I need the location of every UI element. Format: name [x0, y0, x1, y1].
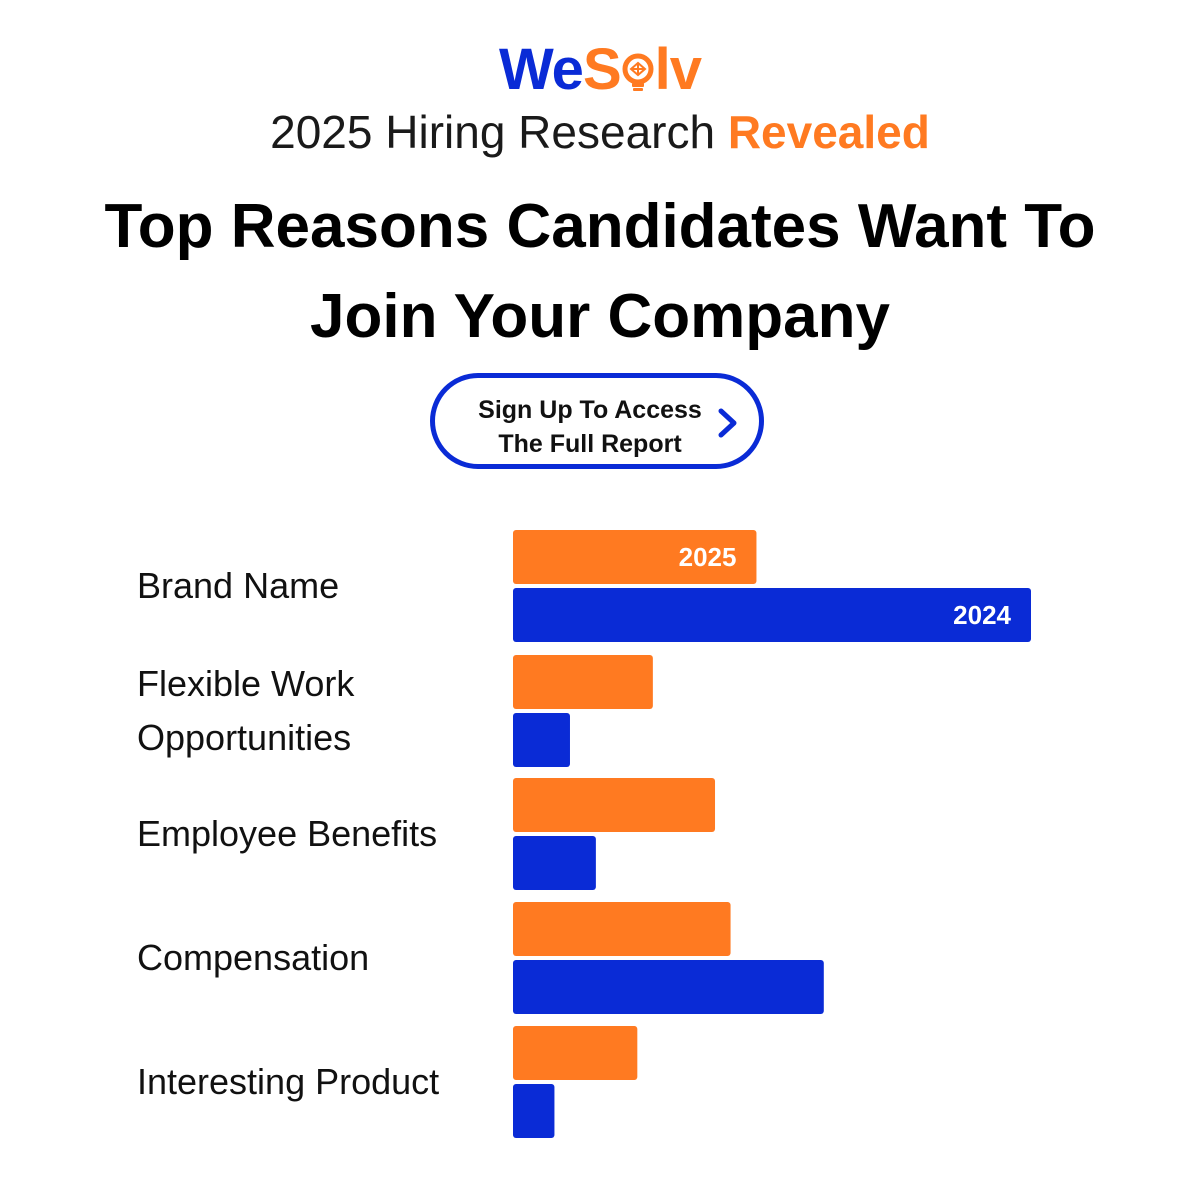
bar-2025-1 [513, 655, 653, 709]
reasons-bar-chart: 2025 2024 Brand Name Flexible Work Opportu… [0, 520, 1200, 1160]
category-label: Brand Name [137, 565, 340, 606]
sign-up-button-label: Sign Up To Access The Full Report [459, 393, 721, 461]
category-label: Flexible Work Opportunities [137, 663, 355, 758]
bar-2024-2 [513, 836, 596, 890]
subtitle-main: 2025 Hiring Research [270, 106, 716, 158]
logo-s: S [582, 37, 622, 102]
bar-2024-0 [513, 588, 1031, 642]
lightbulb-icon [622, 53, 654, 91]
bar-2024-3 [513, 960, 824, 1014]
page-title: Top Reasons Candidates Want To Join Your… [104, 192, 1096, 351]
bar-2025-4 [513, 1026, 638, 1080]
chevron-right-icon [718, 408, 737, 438]
category-label: Compensation [137, 937, 370, 978]
bar-2025-2 [513, 778, 716, 832]
category-label: Interesting Product [137, 1061, 440, 1102]
subtitle-accent: Revealed [727, 106, 930, 158]
chart-canvas: 2025 2024 [513, 530, 1031, 1138]
cta-line-2: The Full Report [498, 430, 682, 458]
sign-up-button[interactable]: Sign Up To Access The Full Report [430, 373, 764, 469]
series-label-2025: 2025 [679, 542, 737, 572]
bar-2025-3 [513, 902, 731, 956]
logo-we: We [498, 37, 584, 102]
logo-lv: lv [654, 37, 702, 102]
cta-line-1: Sign Up To Access [478, 396, 702, 424]
wesolv-logo: WeS lv [0, 38, 1200, 102]
series-label-2024: 2024 [953, 600, 1011, 630]
bar-2025-0 [513, 530, 757, 584]
bar-2024-4 [513, 1084, 555, 1138]
report-subtitle: 2025 Hiring Research Revealed [0, 104, 1200, 160]
category-label: Employee Benefits [137, 813, 438, 854]
bar-2024-1 [513, 713, 570, 767]
